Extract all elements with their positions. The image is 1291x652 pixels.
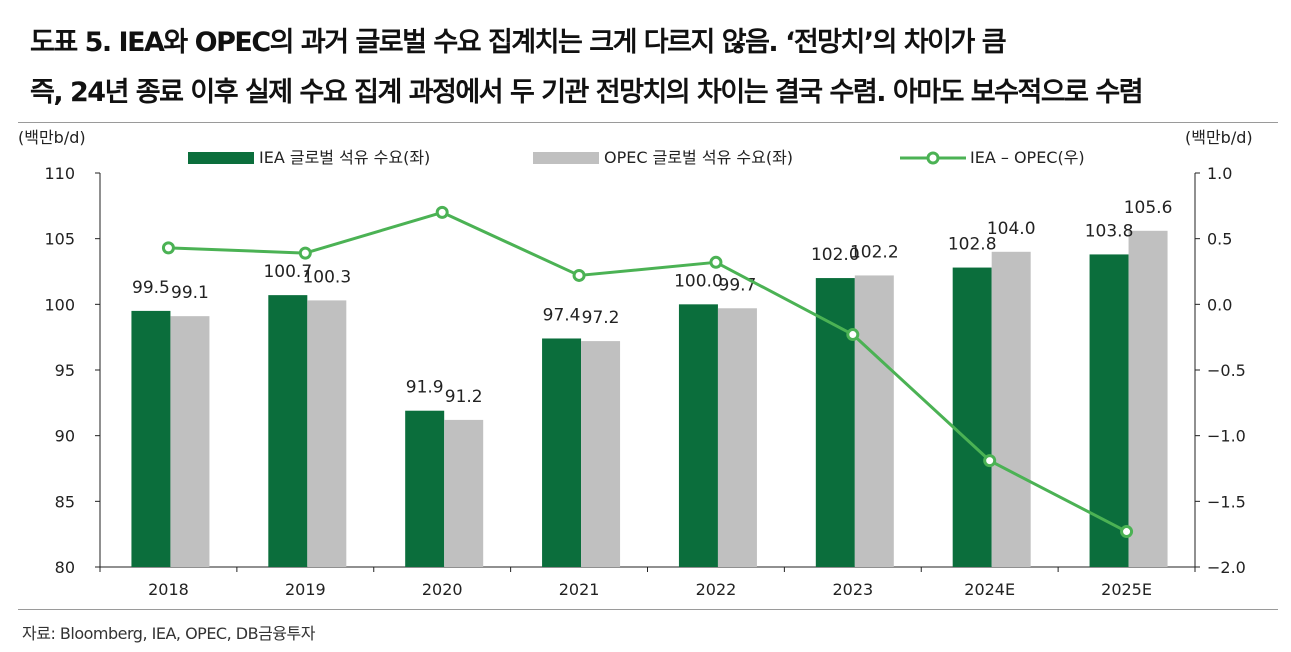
right-tick-label: −0.5: [1207, 361, 1246, 380]
iea-value-label-2023: 102.0: [811, 245, 860, 265]
iea-bar-2019: [268, 295, 308, 567]
bar-labels: 99.5 100.7 91.9 97.4 100.0 102.0 102.8 103.8 99.…: [132, 198, 1172, 407]
iea-bar-2018: [131, 310, 171, 567]
iea-value-label-2018: 99.5: [132, 278, 170, 298]
right-tick-label: 1.0: [1207, 164, 1232, 183]
right-tick-label: −2.0: [1207, 558, 1246, 577]
opec-value-label-2018: 99.1: [171, 283, 209, 303]
x-tick-label: 2020: [422, 580, 463, 599]
diff-marker-2023: [846, 328, 860, 342]
left-tick-label: 80: [55, 558, 75, 577]
chart-title-line-2: 즉, 24년 종료 이후 실제 수요 집계 과정에서 두 기관 전망치의 차이는…: [30, 77, 1144, 108]
right-tick-label: −1.5: [1207, 492, 1246, 511]
left-tick-label: 85: [55, 492, 75, 511]
x-tick-label: 2024E: [964, 580, 1015, 599]
legend-opec-swatch: [533, 152, 599, 164]
legend-diff-label: IEA – OPEC(우): [970, 148, 1085, 167]
opec-value-label-2019: 100.3: [302, 267, 351, 287]
opec-value-label-2022: 99.7: [719, 275, 757, 295]
opec-bar-2023: [854, 275, 894, 567]
diff-marker-2020: [435, 205, 449, 219]
iea-bar-2020: [405, 410, 445, 567]
iea-bar-2021: [542, 338, 582, 567]
diff-marker-2019: [298, 246, 312, 260]
opec-value-label-2024e: 104.0: [987, 219, 1036, 239]
opec-value-label-2021: 97.2: [582, 308, 620, 328]
diff-marker-2022: [709, 255, 723, 269]
iea-value-label-2019: 100.7: [263, 262, 312, 282]
x-tick-label: 2025E: [1101, 580, 1152, 599]
top-divider: [18, 122, 1278, 123]
iea-bar-2024e: [952, 267, 992, 567]
left-tick-label: 105: [44, 230, 75, 249]
bars: [131, 230, 1168, 568]
left-tick-label: 95: [55, 361, 75, 380]
diff-line: [168, 210, 1128, 533]
chart: (백만b/d) (백만b/d) IEA 글로벌 석유 수요(좌) OPEC 글로…: [18, 128, 1253, 599]
iea-value-label-2024e: 102.8: [948, 235, 997, 255]
legend-iea-swatch: [188, 152, 254, 164]
right-tick-label: 0.0: [1207, 295, 1232, 314]
diff-marker-2018: [161, 241, 175, 255]
source-note: 자료: Bloomberg, IEA, OPEC, DB금융투자: [22, 624, 315, 643]
x-tick-label: 2018: [148, 580, 189, 599]
right-tick-label: 0.5: [1207, 230, 1232, 249]
left-tick-label: 100: [44, 295, 75, 314]
x-tick-label: 2021: [559, 580, 600, 599]
right-axis-unit-label: (백만b/d): [1185, 128, 1253, 147]
x-tick-label: 2022: [696, 580, 737, 599]
iea-bar-2023: [815, 278, 855, 567]
diff-line-series: [161, 205, 1134, 539]
opec-bar-2024e: [991, 251, 1031, 568]
legend-diff-marker: [926, 151, 940, 165]
iea-bar-2022: [678, 304, 718, 567]
iea-value-label-2020: 91.9: [406, 378, 444, 398]
iea-value-label-2025e: 103.8: [1085, 221, 1134, 241]
opec-bar-2021: [581, 341, 621, 567]
iea-value-label-2022: 100.0: [674, 271, 723, 291]
diff-marker-2021: [572, 268, 586, 282]
iea-bar-2025e: [1089, 254, 1129, 567]
legend: IEA 글로벌 석유 수요(좌) OPEC 글로벌 석유 수요(좌) IEA –…: [188, 148, 1085, 167]
right-tick-label: −1.0: [1207, 427, 1246, 446]
left-tick-label: 110: [44, 164, 75, 183]
axes: 80 85 90 95 100 105 110 −2.0 −1.5 −1.0 −0.5 0.0 0.5 1…: [44, 164, 1245, 599]
left-tick-label: 90: [55, 427, 75, 446]
bottom-divider: [18, 609, 1278, 610]
opec-value-label-2023: 102.2: [850, 242, 899, 262]
legend-iea-label: IEA 글로벌 석유 수요(좌): [259, 148, 430, 167]
legend-opec-label: OPEC 글로벌 석유 수요(좌): [604, 148, 793, 167]
x-tick-label: 2023: [832, 580, 873, 599]
chart-title-line-1: 도표 5. IEA와 OPEC의 과거 글로벌 수요 집계치는 크게 다르지 않…: [30, 27, 1007, 58]
opec-bar-2018: [170, 316, 210, 567]
iea-value-label-2021: 97.4: [543, 305, 581, 325]
opec-bar-2019: [307, 300, 347, 567]
x-tick-label: 2019: [285, 580, 326, 599]
opec-bar-2020: [444, 419, 484, 567]
diff-marker-2024e: [983, 454, 997, 468]
opec-bar-2025e: [1128, 230, 1168, 567]
opec-bar-2022: [717, 308, 757, 567]
left-axis-unit-label: (백만b/d): [18, 128, 86, 147]
opec-value-label-2020: 91.2: [445, 387, 483, 407]
opec-value-label-2025e: 105.6: [1124, 198, 1173, 218]
diff-marker-2025e: [1120, 525, 1134, 539]
